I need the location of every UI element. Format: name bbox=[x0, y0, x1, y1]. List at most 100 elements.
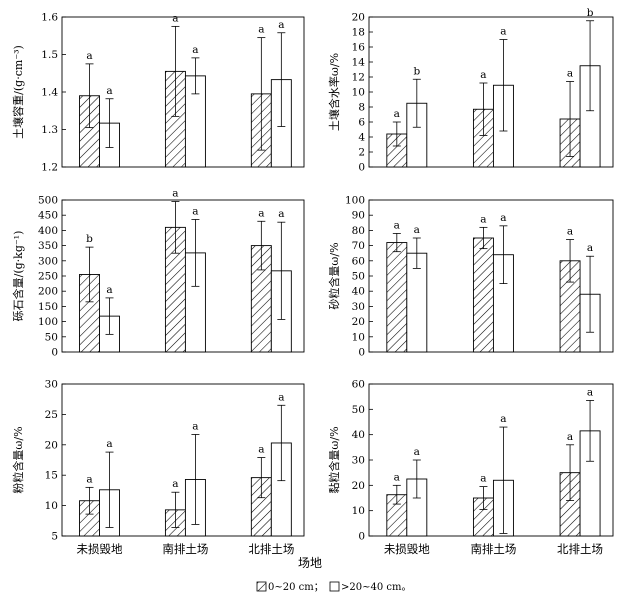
y-tick-label: 40 bbox=[352, 429, 365, 441]
significance-letter: a bbox=[500, 413, 506, 425]
y-tick-label: 2 bbox=[358, 147, 365, 159]
y-axis-title: 土壤含水率ω/% bbox=[327, 53, 341, 131]
chart-panel-4: 0 10 20 30 40 50 60 70 80 90 100 砂粒含量ω/% a a a a a a bbox=[327, 195, 614, 359]
chart-panel-6: 0 10 20 30 40 50 60 黏粒含量ω/% a a 未损毁地 a a 南排土场 a a 北排土场 bbox=[327, 379, 614, 556]
y-tick-label: 450 bbox=[38, 210, 58, 222]
y-tick-label: 30 bbox=[352, 455, 365, 467]
significance-letter: b bbox=[413, 65, 420, 77]
x-category-label: 北排土场 bbox=[557, 542, 603, 556]
bar-0-20cm bbox=[472, 237, 494, 353]
legend-label-20-40: >20~40 cm。 bbox=[341, 582, 411, 593]
significance-letter: a bbox=[567, 431, 573, 443]
significance-letter: a bbox=[172, 478, 178, 490]
significance-letter: a bbox=[414, 446, 420, 458]
y-tick-label: 500 bbox=[38, 195, 58, 207]
y-tick-label: 200 bbox=[38, 286, 58, 298]
significance-letter: a bbox=[192, 205, 198, 217]
y-tick-label: 50 bbox=[352, 271, 365, 283]
chart-panel-2: 0 2 4 6 8 10 12 14 16 18 20 土壤含水率ω/% a b a a a b bbox=[327, 7, 614, 174]
significance-letter: a bbox=[587, 242, 593, 254]
y-tick-label: 16 bbox=[352, 42, 366, 54]
y-tick-label: 80 bbox=[352, 225, 365, 237]
chart-panel-1: 1.2 1.3 1.4 1.5 1.6 土壤容重/(g·cm⁻³) a a a a a a bbox=[11, 12, 305, 174]
significance-letter: a bbox=[106, 284, 112, 296]
y-tick-label: 10 bbox=[45, 500, 58, 512]
significance-letter: b bbox=[587, 7, 594, 19]
legend-swatch-hatched bbox=[256, 581, 267, 592]
y-tick-label: 30 bbox=[352, 301, 365, 313]
y-tick-label: 10 bbox=[352, 87, 365, 99]
x-category-label: 北排土场 bbox=[248, 542, 294, 556]
legend-label-0-20: 0~20 cm； bbox=[268, 582, 324, 593]
y-tick-label: 5 bbox=[51, 531, 58, 543]
y-tick-label: 20 bbox=[352, 480, 365, 492]
legend-swatch-open bbox=[329, 581, 340, 592]
significance-letter: a bbox=[500, 212, 506, 224]
y-tick-label: 25 bbox=[45, 409, 58, 421]
significance-letter: a bbox=[500, 26, 506, 38]
significance-letter: a bbox=[278, 208, 284, 220]
significance-letter: a bbox=[414, 224, 420, 236]
y-tick-label: 20 bbox=[352, 316, 365, 328]
y-tick-label: 6 bbox=[358, 117, 365, 129]
y-tick-label: 50 bbox=[352, 404, 365, 416]
significance-letter: a bbox=[394, 471, 400, 483]
significance-letter: a bbox=[172, 12, 178, 24]
significance-letter: a bbox=[86, 50, 92, 62]
y-tick-label: 400 bbox=[38, 225, 58, 237]
y-axis-title: 砾石含量/(g·kg⁻¹) bbox=[11, 231, 25, 322]
significance-letter: a bbox=[587, 386, 593, 398]
significance-letter: a bbox=[192, 44, 198, 56]
significance-letter: a bbox=[480, 473, 486, 485]
y-tick-label: 8 bbox=[358, 102, 365, 114]
y-tick-label: 20 bbox=[352, 12, 365, 24]
x-category-label: 未损毁地 bbox=[384, 542, 430, 556]
y-tick-label: 1.6 bbox=[41, 12, 58, 24]
y-tick-label: 70 bbox=[352, 240, 365, 252]
chart-panel-5: 5 10 15 20 25 30 粉粒含量ω/% a a 未损毁地 a a 南排土场 a a 北排土场 bbox=[11, 379, 305, 556]
y-tick-label: 10 bbox=[352, 505, 365, 517]
y-tick-label: 15 bbox=[45, 470, 58, 482]
y-axis-title: 粉粒含量ω/% bbox=[11, 426, 25, 493]
bar-0-20cm bbox=[386, 242, 408, 353]
y-tick-label: 20 bbox=[45, 439, 58, 451]
significance-letter: a bbox=[394, 108, 400, 120]
chart-panels: 1.2 1.3 1.4 1.5 1.6 土壤容重/(g·cm⁻³) a a a a a a 0 2 4 6 8 1… bbox=[11, 7, 614, 556]
y-tick-label: 0 bbox=[358, 162, 365, 174]
significance-letter: a bbox=[258, 444, 264, 456]
y-tick-label: 150 bbox=[38, 301, 58, 313]
significance-letter: a bbox=[567, 226, 573, 238]
x-category-label: 南排土场 bbox=[470, 542, 516, 556]
chart-panel-3: 0 50 100 150 200 250 300 350 400 450 500 砾石含量/(g·kg… bbox=[11, 188, 305, 359]
y-tick-label: 18 bbox=[352, 27, 365, 39]
y-tick-label: 100 bbox=[38, 316, 58, 328]
significance-letter: a bbox=[394, 219, 400, 231]
x-axis-title: 场地 bbox=[298, 556, 322, 570]
significance-letter: a bbox=[278, 19, 284, 31]
y-tick-label: 1.3 bbox=[41, 124, 58, 136]
significance-letter: a bbox=[480, 69, 486, 81]
y-axis-title: 土壤容重/(g·cm⁻³) bbox=[11, 45, 25, 139]
y-tick-label: 12 bbox=[352, 72, 365, 84]
significance-letter: a bbox=[106, 438, 112, 450]
significance-letter: a bbox=[567, 68, 573, 80]
y-tick-label: 40 bbox=[352, 286, 365, 298]
significance-letter: a bbox=[192, 420, 198, 432]
y-tick-label: 30 bbox=[45, 379, 58, 391]
significance-letter: a bbox=[278, 391, 284, 403]
significance-letter: a bbox=[258, 207, 264, 219]
y-tick-label: 60 bbox=[352, 255, 365, 267]
y-tick-label: 50 bbox=[45, 331, 58, 343]
y-tick-label: 300 bbox=[38, 255, 58, 267]
significance-letter: a bbox=[258, 24, 264, 36]
y-tick-label: 90 bbox=[352, 210, 365, 222]
y-tick-label: 0 bbox=[51, 347, 58, 359]
y-tick-label: 1.4 bbox=[41, 87, 58, 99]
y-tick-label: 250 bbox=[38, 271, 58, 283]
significance-letter: a bbox=[172, 188, 178, 200]
y-tick-label: 1.5 bbox=[41, 49, 58, 61]
y-tick-label: 0 bbox=[358, 347, 365, 359]
x-category-label: 南排土场 bbox=[162, 542, 208, 556]
y-tick-label: 10 bbox=[352, 331, 365, 343]
